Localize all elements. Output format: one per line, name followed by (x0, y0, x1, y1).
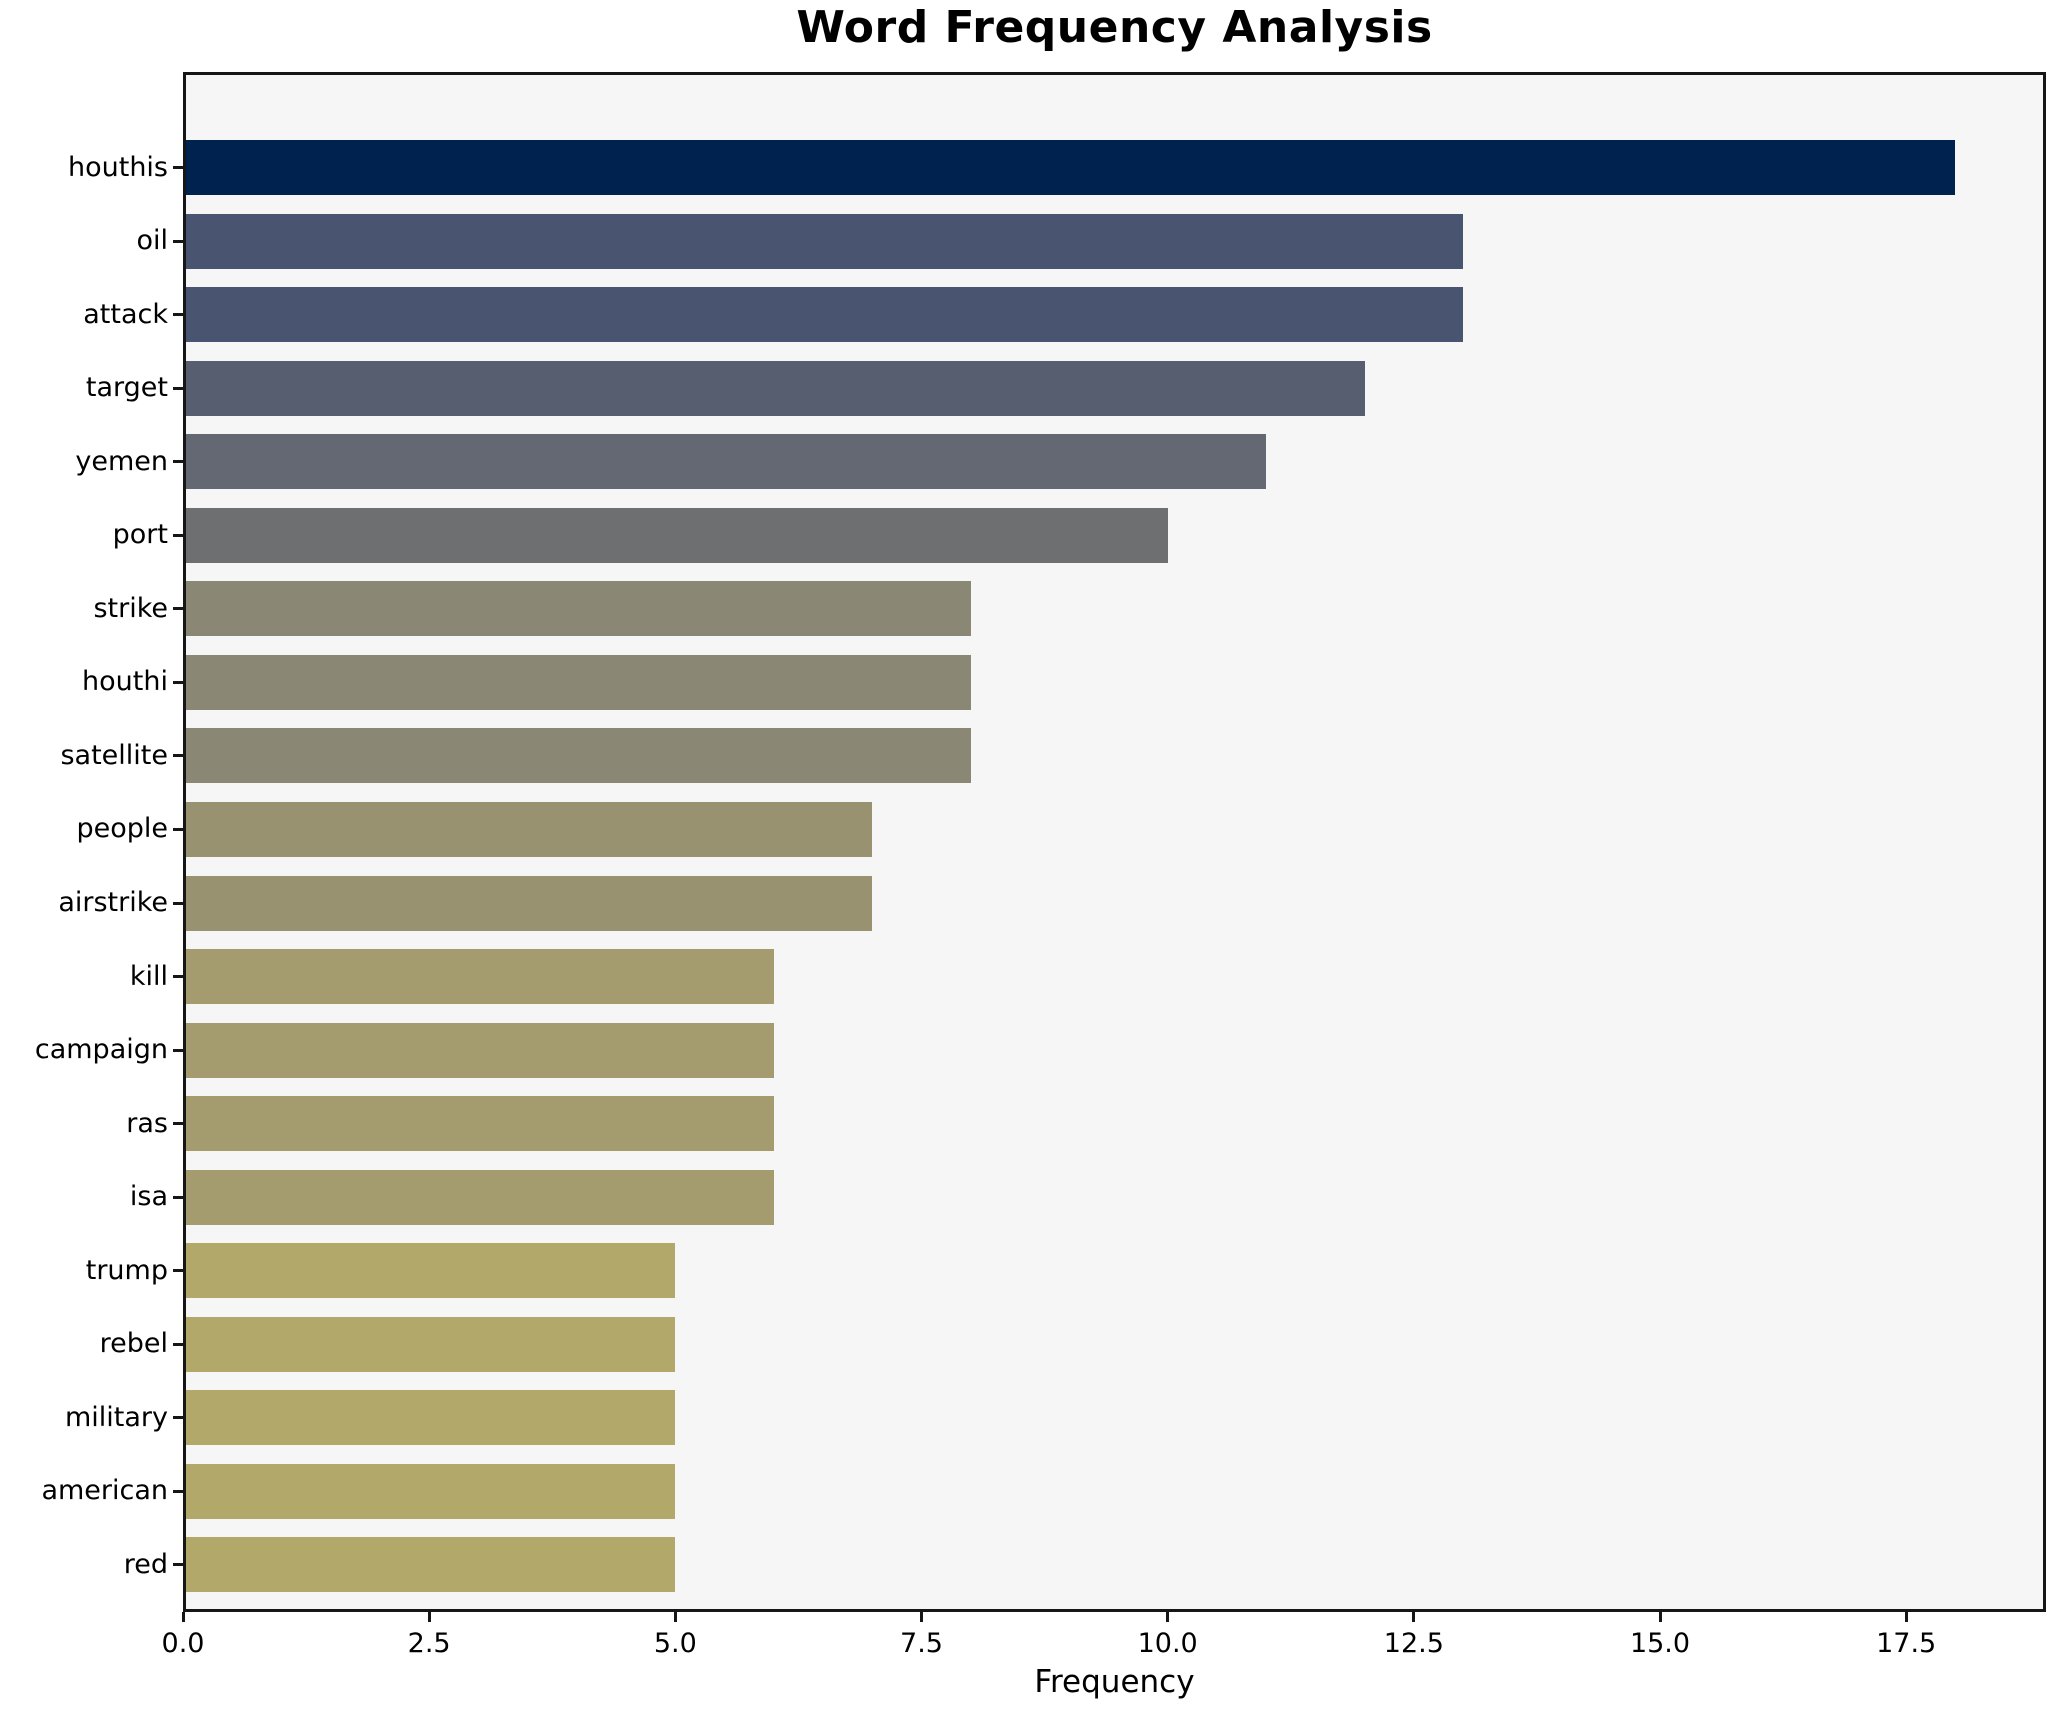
y-tick-mark (173, 1489, 183, 1493)
y-tick-label-rebel: rebel (99, 1328, 168, 1360)
x-axis-label: Frequency (1034, 1664, 1195, 1700)
y-tick-mark (173, 680, 183, 684)
x-tick-label-10.0: 10.0 (1137, 1628, 1198, 1659)
chart-title: Word Frequency Analysis (796, 2, 1433, 53)
x-tick-mark (1412, 1612, 1416, 1622)
x-tick-mark (181, 1612, 185, 1622)
bar-strike (186, 581, 971, 637)
bar-port (186, 507, 1168, 563)
y-tick-mark (173, 1416, 183, 1420)
y-tick-mark (173, 754, 183, 758)
x-tick-mark (1658, 1612, 1662, 1622)
y-tick-label-american: american (41, 1475, 168, 1507)
bar-yemen (186, 434, 1267, 490)
y-tick-label-trump: trump (85, 1254, 168, 1286)
bar-airstrike (186, 875, 873, 931)
y-tick-mark (173, 607, 183, 611)
y-tick-label-people: people (76, 813, 168, 845)
y-tick-mark (173, 1342, 183, 1346)
y-tick-mark (173, 166, 183, 169)
y-tick-mark (173, 460, 183, 464)
x-tick-label-5.0: 5.0 (653, 1628, 697, 1659)
bar-military (186, 1390, 676, 1446)
bar-isa (186, 1169, 774, 1225)
y-tick-label-houthis: houthis (67, 151, 168, 183)
bar-satellite (186, 728, 971, 784)
y-tick-label-port: port (112, 519, 168, 551)
bar-kill (186, 949, 774, 1005)
bar-target (186, 360, 1365, 416)
y-tick-label-ras: ras (126, 1107, 168, 1139)
bar-american (186, 1463, 676, 1519)
y-tick-label-airstrike: airstrike (58, 887, 168, 918)
y-tick-label-target: target (85, 372, 168, 404)
bar-ras (186, 1096, 774, 1152)
x-tick-mark (1166, 1612, 1170, 1622)
y-tick-label-red: red (123, 1548, 168, 1580)
bar-houthis (186, 140, 1956, 195)
x-tick-mark (1904, 1612, 1908, 1622)
x-tick-label-7.5: 7.5 (900, 1628, 943, 1659)
x-tick-label-15.0: 15.0 (1629, 1628, 1691, 1659)
y-tick-mark (173, 313, 183, 317)
bar-red (186, 1537, 676, 1593)
bar-trump (186, 1243, 676, 1299)
x-tick-label-2.5: 2.5 (407, 1628, 451, 1659)
x-tick-mark (920, 1612, 923, 1622)
bar-people (186, 801, 873, 857)
bar-houthi (186, 654, 971, 710)
bar-rebel (186, 1316, 676, 1372)
y-tick-label-satellite: satellite (60, 739, 168, 771)
y-tick-label-kill: kill (129, 960, 168, 992)
y-tick-mark (173, 975, 183, 979)
x-tick-label-17.5: 17.5 (1876, 1628, 1937, 1659)
bar-attack (186, 287, 1464, 343)
y-tick-label-attack: attack (83, 298, 168, 330)
x-tick-label-12.5: 12.5 (1383, 1628, 1444, 1659)
y-tick-mark (173, 1195, 183, 1199)
y-tick-label-isa: isa (129, 1181, 168, 1213)
y-tick-mark (173, 386, 183, 390)
x-tick-label-0.0: 0.0 (161, 1628, 205, 1659)
y-tick-mark (173, 901, 183, 905)
x-tick-mark (673, 1612, 677, 1622)
y-tick-mark (173, 1269, 183, 1273)
y-tick-mark (173, 1048, 183, 1052)
y-tick-mark (173, 827, 183, 831)
bar-oil (186, 213, 1464, 269)
y-tick-label-houthi: houthi (82, 666, 168, 698)
bar-campaign (186, 1022, 774, 1078)
x-tick-mark (427, 1612, 431, 1622)
y-tick-mark (173, 533, 183, 537)
y-tick-label-strike: strike (93, 592, 168, 624)
y-tick-mark (173, 1563, 183, 1567)
y-tick-label-yemen: yemen (75, 445, 168, 477)
y-tick-label-oil: oil (136, 225, 168, 257)
y-tick-label-campaign: campaign (34, 1034, 168, 1066)
y-tick-mark (173, 239, 183, 243)
y-tick-mark (173, 1122, 183, 1126)
y-tick-label-military: military (64, 1401, 168, 1433)
